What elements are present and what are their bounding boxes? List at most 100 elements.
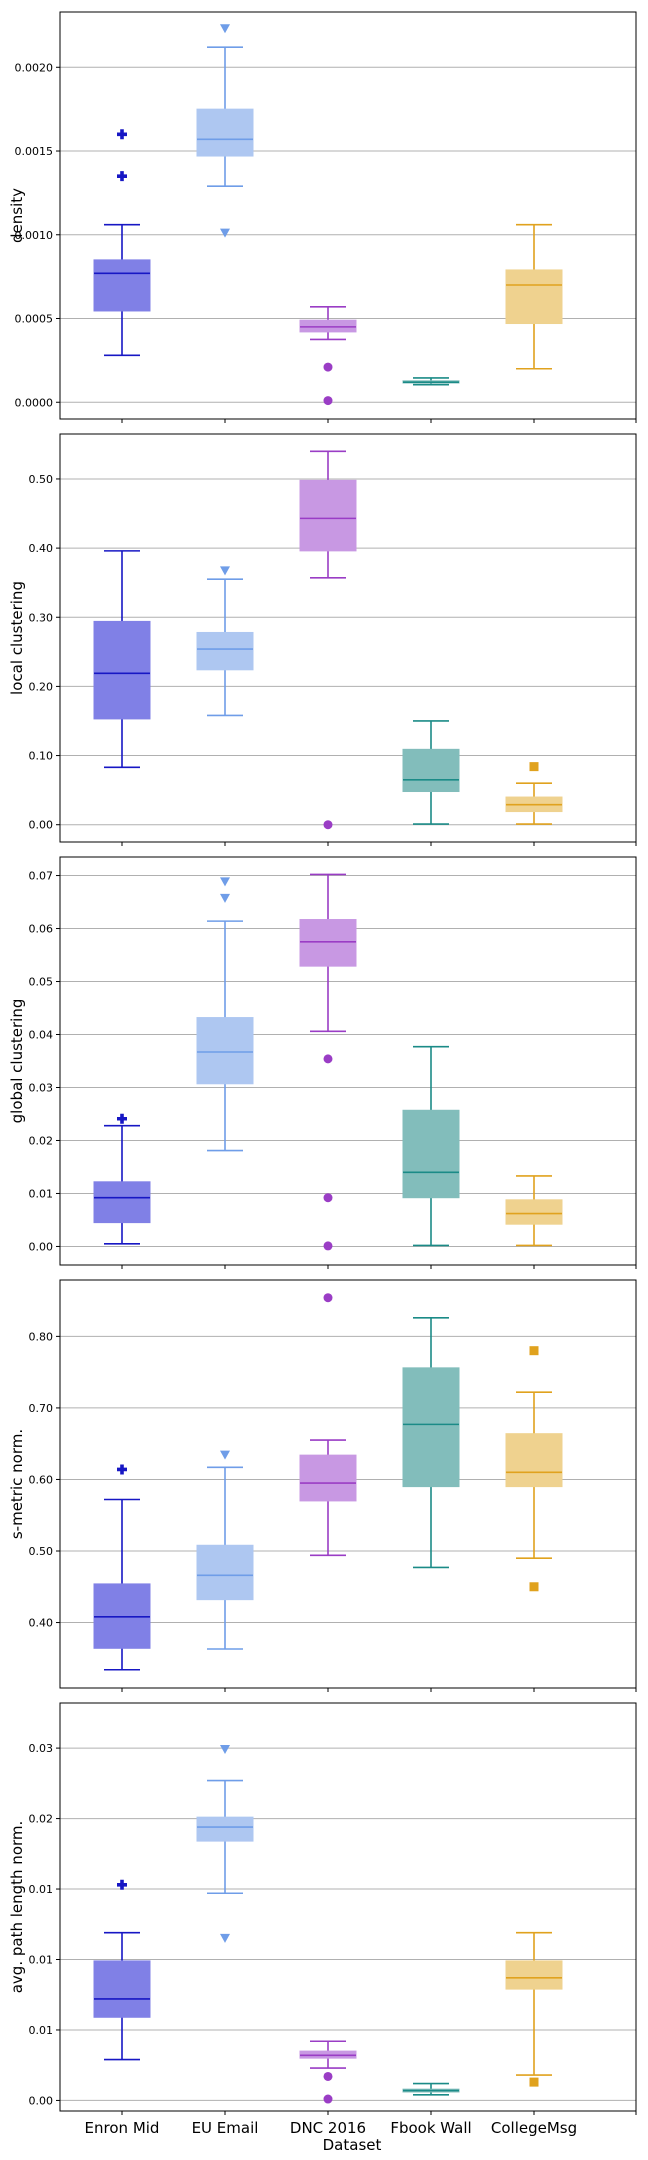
box-eu-email xyxy=(196,877,254,1152)
y-tick-label: 0.0000 xyxy=(15,396,54,409)
outlier-marker xyxy=(117,1879,127,1890)
box-iqr xyxy=(196,1017,254,1085)
panel-1: 0.0000 0.0005 0.0010 0.0015 0.0020 density xyxy=(8,11,637,423)
box-iqr xyxy=(196,1816,254,1842)
outlier-marker xyxy=(117,1464,127,1475)
y-axis-label: density xyxy=(8,188,26,243)
y-tick-label: 0.10 xyxy=(29,750,54,763)
outlier-marker xyxy=(220,1745,230,1755)
y-tick-label: 0.03 xyxy=(29,1742,54,1755)
y-tick-label: 0.01 xyxy=(29,1187,54,1200)
y-tick-label: 0.01 xyxy=(29,1883,54,1896)
box-eu-email xyxy=(196,24,254,238)
outlier-marker xyxy=(220,893,230,903)
y-tick-label: 0.01 xyxy=(29,2024,54,2037)
box-collegemsg xyxy=(505,1346,563,1592)
x-tick-label: EU Email xyxy=(192,2119,259,2137)
box-iqr xyxy=(299,479,357,552)
box-iqr xyxy=(299,319,357,333)
panel-4: 0.40 0.50 0.60 0.70 0.80 s-metric norm. xyxy=(8,1279,637,1692)
outlier-marker xyxy=(220,566,230,576)
outlier-marker xyxy=(220,1450,230,1460)
y-axis-label: s-metric norm. xyxy=(8,1429,26,1539)
box-iqr xyxy=(93,620,151,720)
y-tick-label: 0.00 xyxy=(29,819,54,832)
box-enron-mid xyxy=(93,550,151,769)
y-tick-label: 0.30 xyxy=(29,611,54,624)
x-tick-label: CollegeMsg xyxy=(491,2119,577,2137)
box-iqr xyxy=(402,1367,460,1488)
box-iqr xyxy=(196,1544,254,1601)
outlier-marker xyxy=(529,2077,539,2087)
box-iqr xyxy=(196,108,254,157)
box-fbook-wall xyxy=(402,1045,460,1247)
box-dnc-2016 xyxy=(299,2040,357,2104)
outlier-marker xyxy=(323,820,333,830)
y-tick-label: 0.0015 xyxy=(15,145,54,158)
y-tick-label: 0.02 xyxy=(29,1134,54,1147)
x-axis-label: Dataset xyxy=(323,2136,382,2154)
y-tick-label: 0.20 xyxy=(29,680,54,693)
box-enron-mid xyxy=(93,129,151,357)
y-tick-label: 0.06 xyxy=(29,923,54,936)
panel-5: 0.00 0.01 0.01 0.01 0.02 0.03 avg. path length… xyxy=(8,1702,637,2137)
y-tick-label: 0.02 xyxy=(29,1813,54,1826)
y-tick-label: 0.70 xyxy=(29,1402,54,1415)
box-fbook-wall xyxy=(402,377,460,386)
box-dnc-2016 xyxy=(299,450,357,830)
outlier-marker xyxy=(220,1933,230,1943)
panel-3: 0.00 0.01 0.02 0.03 0.04 0.05 0.06 0.07 global c… xyxy=(8,856,637,1269)
outlier-marker xyxy=(529,1346,539,1356)
box-enron-mid xyxy=(93,1113,151,1245)
box-iqr xyxy=(505,1199,563,1225)
box-collegemsg xyxy=(505,1175,563,1247)
x-tick-label: Enron Mid xyxy=(85,2119,160,2137)
box-iqr xyxy=(505,269,563,325)
y-tick-label: 0.01 xyxy=(29,1953,54,1966)
y-tick-label: 0.07 xyxy=(29,870,54,883)
outlier-marker xyxy=(220,877,230,887)
y-tick-label: 0.60 xyxy=(29,1473,54,1486)
box-dnc-2016 xyxy=(299,873,357,1251)
y-tick-label: 0.00 xyxy=(29,2094,54,2107)
outlier-marker xyxy=(323,2071,333,2081)
y-tick-label: 0.40 xyxy=(29,1617,54,1630)
box-iqr xyxy=(402,1109,460,1199)
box-iqr xyxy=(93,1181,151,1224)
outlier-marker xyxy=(323,362,333,372)
box-collegemsg xyxy=(505,762,563,825)
axes-frame xyxy=(59,1702,637,2112)
outlier-marker xyxy=(117,171,127,182)
outlier-marker xyxy=(117,129,127,140)
y-tick-label: 0.0005 xyxy=(15,313,54,326)
box-fbook-wall xyxy=(402,2082,460,2096)
box-enron-mid xyxy=(93,1879,151,2061)
y-axis-label: local clustering xyxy=(8,581,26,695)
box-fbook-wall xyxy=(402,720,460,825)
box-eu-email xyxy=(196,1745,254,1943)
box-iqr xyxy=(505,1960,563,1990)
x-tick-label: DNC 2016 xyxy=(290,2119,366,2137)
box-fbook-wall xyxy=(402,1316,460,1569)
outlier-marker xyxy=(323,2094,333,2104)
axes-frame xyxy=(59,11,637,420)
outlier-marker xyxy=(323,1054,333,1064)
box-dnc-2016 xyxy=(299,305,357,406)
outlier-marker xyxy=(323,396,333,406)
outlier-marker xyxy=(323,1193,333,1203)
y-tick-label: 0.50 xyxy=(29,473,54,486)
box-iqr xyxy=(93,1960,151,2018)
y-tick-label: 0.05 xyxy=(29,976,54,989)
axes-frame xyxy=(59,856,637,1266)
outlier-marker xyxy=(323,1293,333,1303)
box-iqr xyxy=(505,1433,563,1488)
box-enron-mid xyxy=(93,1464,151,1671)
y-tick-label: 0.80 xyxy=(29,1330,54,1343)
y-axis-label: avg. path length norm. xyxy=(8,1821,26,1994)
y-tick-label: 0.04 xyxy=(29,1029,54,1042)
outlier-marker xyxy=(220,24,230,34)
box-iqr xyxy=(402,748,460,793)
y-tick-label: 0.40 xyxy=(29,542,54,555)
